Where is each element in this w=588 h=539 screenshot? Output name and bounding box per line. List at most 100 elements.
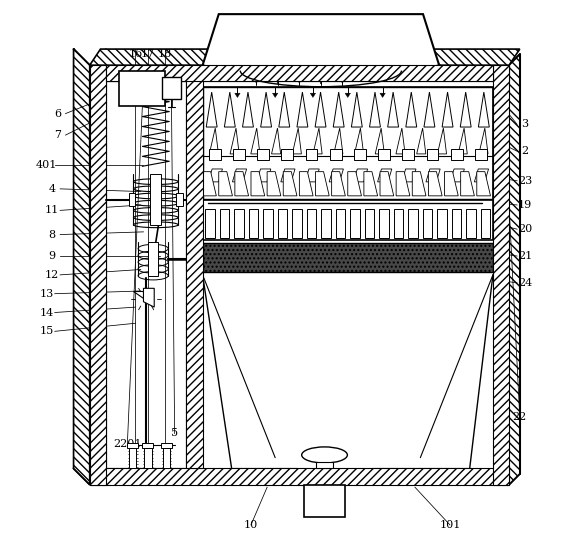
Polygon shape	[272, 128, 280, 154]
Polygon shape	[377, 169, 392, 182]
Text: 22: 22	[513, 412, 527, 423]
Polygon shape	[225, 92, 235, 127]
Text: 101: 101	[439, 520, 460, 530]
Polygon shape	[348, 171, 362, 196]
Polygon shape	[74, 49, 90, 485]
Text: 13: 13	[39, 289, 54, 299]
Text: 24: 24	[518, 278, 532, 288]
Polygon shape	[281, 169, 295, 182]
Polygon shape	[458, 128, 467, 154]
Polygon shape	[333, 92, 344, 127]
Polygon shape	[334, 128, 343, 154]
Polygon shape	[203, 14, 439, 79]
Text: 10: 10	[244, 520, 258, 530]
Text: 2201: 2201	[113, 439, 142, 449]
Bar	[203, 243, 493, 272]
Polygon shape	[219, 171, 232, 196]
Polygon shape	[437, 128, 446, 154]
Bar	[437, 209, 447, 238]
Polygon shape	[475, 169, 489, 182]
Polygon shape	[232, 169, 246, 182]
Polygon shape	[412, 171, 426, 196]
Text: 23: 23	[518, 176, 532, 186]
Bar	[148, 242, 158, 275]
Bar	[282, 149, 293, 161]
Bar	[493, 65, 509, 485]
Bar	[203, 200, 493, 240]
Text: 12: 12	[45, 270, 59, 280]
Bar	[330, 149, 342, 161]
Bar	[336, 209, 345, 238]
Bar	[119, 71, 165, 106]
Polygon shape	[206, 92, 217, 127]
Bar	[162, 77, 181, 99]
Bar	[306, 149, 318, 161]
Polygon shape	[133, 291, 149, 302]
Bar	[144, 448, 152, 468]
Polygon shape	[332, 171, 345, 196]
Bar	[379, 209, 389, 238]
Bar	[234, 209, 243, 238]
Polygon shape	[509, 54, 520, 485]
Bar	[408, 209, 418, 238]
Polygon shape	[460, 171, 475, 196]
Bar	[106, 81, 186, 468]
Bar	[142, 443, 153, 448]
Bar	[128, 443, 138, 448]
Polygon shape	[267, 171, 281, 196]
Polygon shape	[406, 92, 417, 127]
Bar	[163, 448, 171, 468]
Bar	[106, 65, 493, 81]
Polygon shape	[305, 169, 319, 182]
Polygon shape	[387, 92, 399, 127]
Bar	[203, 87, 493, 198]
Bar	[176, 193, 183, 206]
Polygon shape	[235, 171, 249, 196]
Polygon shape	[283, 171, 297, 196]
Text: 14: 14	[39, 308, 54, 317]
Polygon shape	[345, 93, 350, 98]
Bar	[378, 149, 390, 161]
Polygon shape	[445, 171, 458, 196]
Text: 21: 21	[518, 251, 532, 261]
Polygon shape	[355, 128, 363, 154]
Text: 18: 18	[158, 50, 172, 59]
Polygon shape	[315, 92, 326, 127]
Polygon shape	[260, 92, 272, 127]
Bar	[129, 193, 135, 206]
Polygon shape	[242, 92, 253, 127]
Polygon shape	[375, 128, 385, 154]
Polygon shape	[396, 128, 405, 154]
Polygon shape	[396, 171, 410, 196]
Bar	[307, 209, 316, 238]
Ellipse shape	[302, 447, 348, 463]
Bar	[90, 65, 509, 81]
Polygon shape	[417, 128, 426, 154]
Polygon shape	[297, 92, 308, 127]
Bar	[350, 209, 360, 238]
Polygon shape	[380, 93, 385, 98]
Bar	[257, 149, 269, 161]
Bar	[151, 175, 161, 225]
Text: 4: 4	[49, 184, 56, 194]
Bar	[161, 443, 172, 448]
Polygon shape	[235, 93, 240, 98]
Polygon shape	[310, 93, 316, 98]
Text: 401: 401	[36, 160, 58, 170]
Polygon shape	[402, 169, 416, 182]
Polygon shape	[256, 169, 271, 182]
Bar	[233, 149, 245, 161]
Text: 19: 19	[518, 200, 532, 210]
Polygon shape	[316, 171, 329, 196]
Bar	[203, 87, 493, 226]
Bar	[129, 448, 136, 468]
Polygon shape	[429, 171, 442, 196]
Bar	[316, 462, 333, 468]
Polygon shape	[442, 92, 453, 127]
Bar	[481, 209, 490, 238]
Text: 7: 7	[54, 130, 61, 140]
Bar	[475, 149, 487, 161]
Text: 17: 17	[141, 50, 155, 59]
Polygon shape	[143, 288, 154, 307]
Polygon shape	[424, 92, 435, 127]
